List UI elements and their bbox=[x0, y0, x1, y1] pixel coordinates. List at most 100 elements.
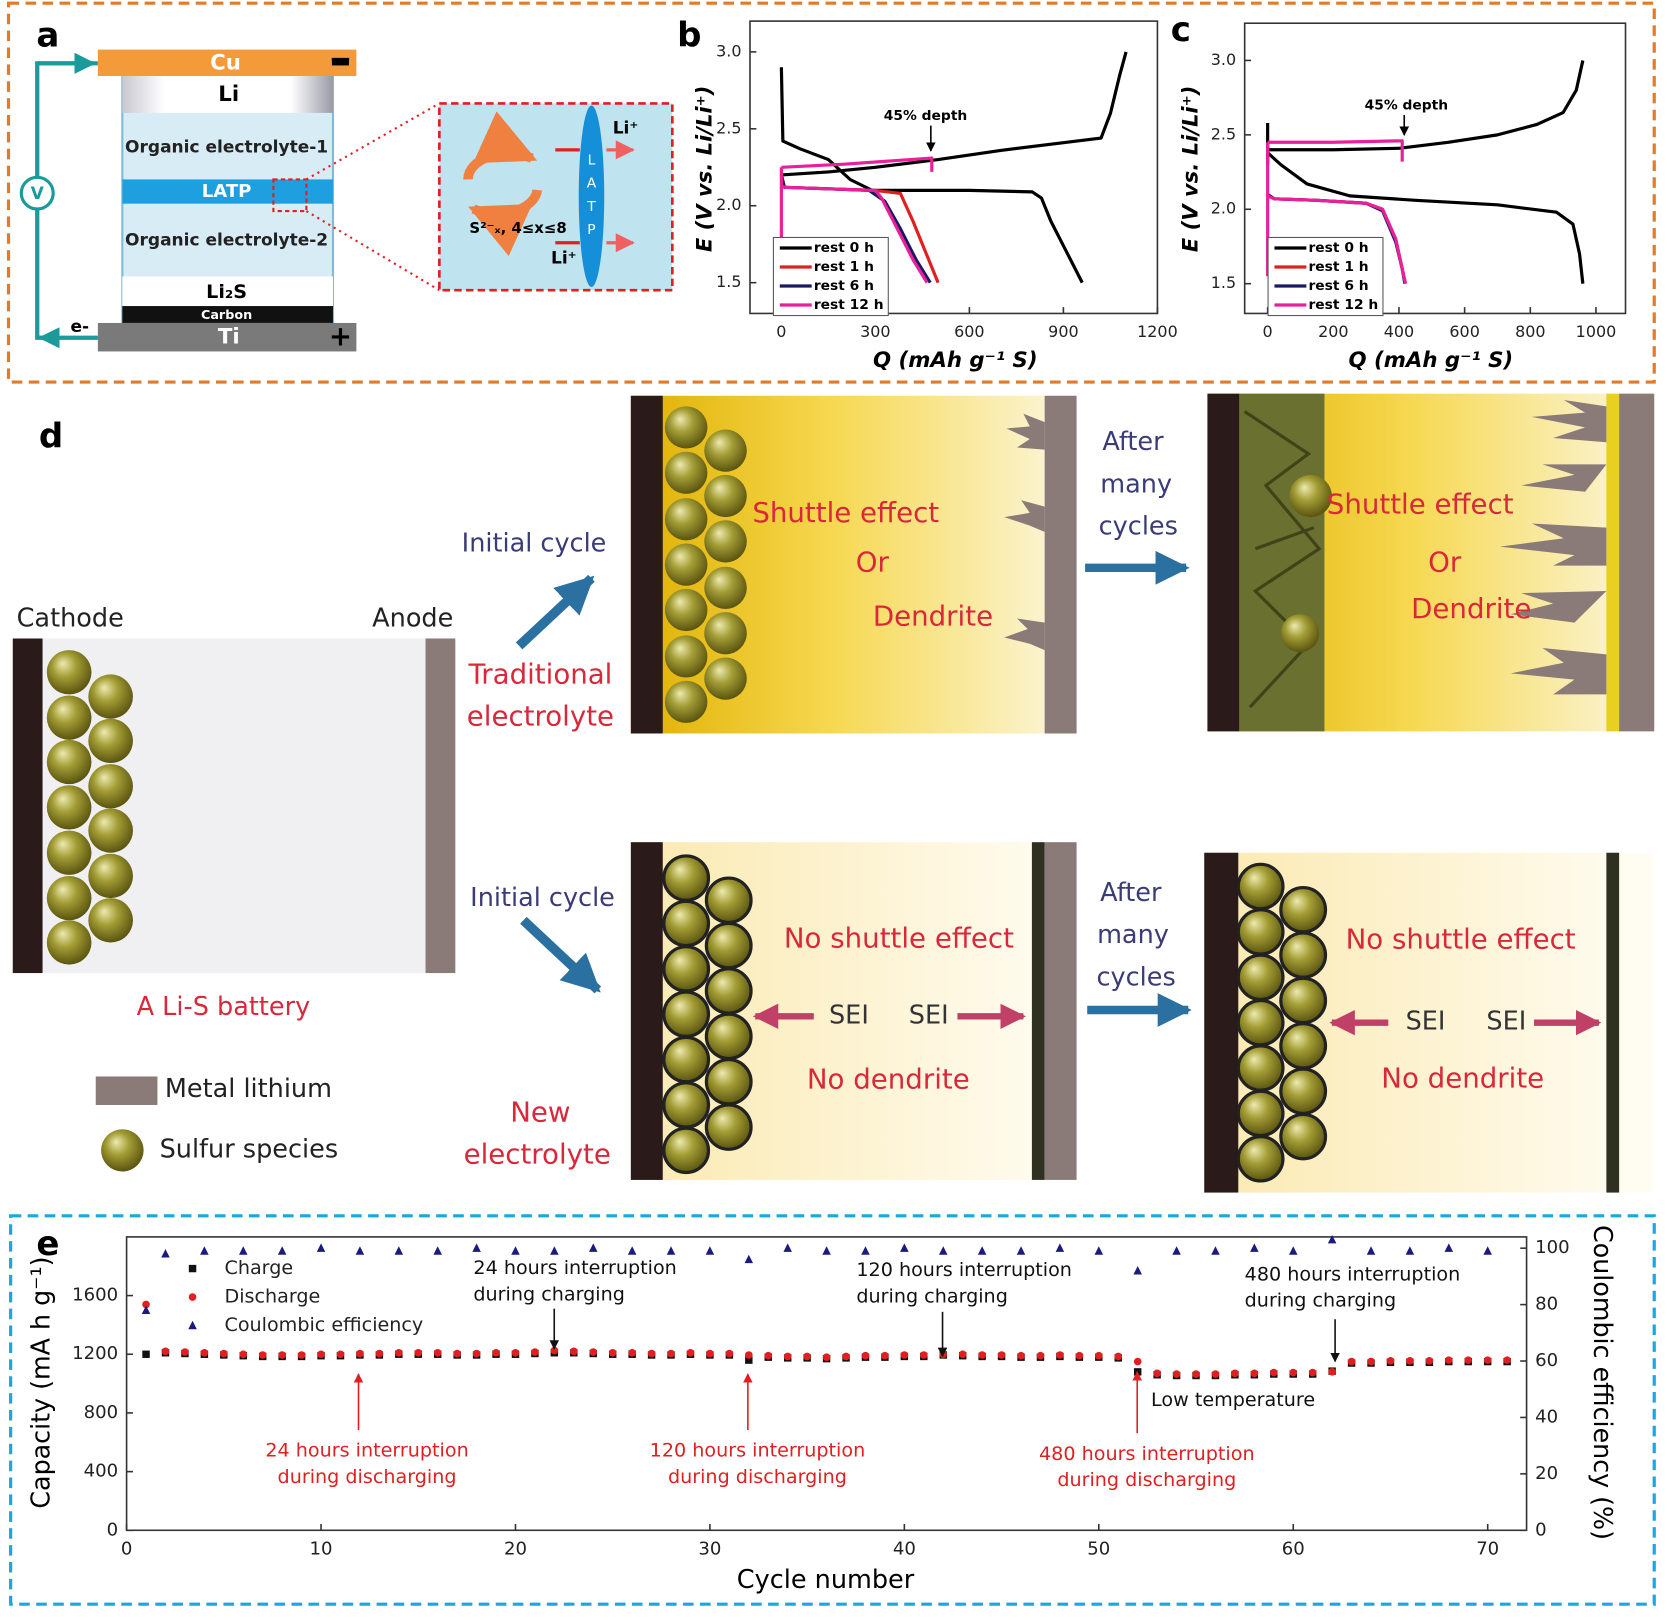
data-point bbox=[181, 1348, 189, 1356]
data-point bbox=[317, 1350, 325, 1359]
data-point bbox=[433, 1246, 442, 1255]
y-axis-title: Capacity (mA h g⁻¹) bbox=[25, 1256, 55, 1508]
data-point bbox=[1133, 1266, 1142, 1275]
data-point bbox=[861, 1351, 870, 1360]
diagram-label: A bbox=[587, 176, 597, 192]
sulfur-sphere bbox=[101, 1129, 144, 1172]
data-point bbox=[647, 1349, 656, 1358]
data-point bbox=[1133, 1357, 1142, 1366]
y2-tick-label: 40 bbox=[1535, 1406, 1558, 1427]
sulfur-sphere bbox=[704, 876, 753, 924]
data-point bbox=[803, 1352, 811, 1361]
diagram-label: cycles bbox=[1099, 511, 1178, 541]
data-point bbox=[1094, 1351, 1103, 1360]
sulfur-sphere bbox=[1236, 998, 1285, 1047]
data-point bbox=[375, 1349, 384, 1358]
sulfur-sphere bbox=[664, 498, 708, 541]
data-point bbox=[667, 1349, 675, 1358]
data-point bbox=[1211, 1246, 1220, 1255]
sulfur-sphere bbox=[704, 1012, 753, 1061]
data-point bbox=[1367, 1357, 1375, 1366]
data-point bbox=[200, 1246, 209, 1255]
sulfur-sphere bbox=[662, 899, 711, 948]
data-point bbox=[1464, 1356, 1473, 1364]
annotation: during charging bbox=[856, 1286, 1007, 1308]
diagram-label: Carbon bbox=[201, 307, 252, 322]
sulfur-sphere bbox=[46, 830, 92, 875]
diagram-label: Li⁺ bbox=[613, 118, 639, 138]
data-point bbox=[1075, 1351, 1084, 1360]
sulfur-sphere bbox=[704, 612, 747, 655]
diagram-label: + bbox=[329, 321, 352, 353]
data-point bbox=[472, 1349, 481, 1358]
data-point bbox=[1211, 1370, 1220, 1378]
data-point bbox=[783, 1352, 792, 1361]
diagram-label: Or bbox=[856, 547, 890, 579]
data-point bbox=[1444, 1356, 1453, 1364]
data-point bbox=[278, 1351, 286, 1359]
data-point bbox=[511, 1246, 520, 1255]
diagram-label: Traditional bbox=[467, 659, 612, 691]
data-point bbox=[1055, 1243, 1065, 1252]
sulfur-sphere bbox=[88, 808, 133, 853]
x-tick-label: 70 bbox=[1476, 1538, 1499, 1559]
annotation: during charging bbox=[1245, 1290, 1396, 1312]
data-point bbox=[1172, 1246, 1181, 1255]
y2-tick-label: 60 bbox=[1535, 1350, 1558, 1371]
sulfur-sphere bbox=[1279, 931, 1328, 979]
annotation: 480 hours interruption bbox=[1245, 1263, 1461, 1285]
annotation: 24 hours interruption bbox=[473, 1257, 676, 1279]
sulfur-sphere bbox=[704, 429, 747, 472]
data-point bbox=[1250, 1369, 1259, 1378]
y2-tick-label: 80 bbox=[1535, 1294, 1558, 1315]
annotation: during discharging bbox=[278, 1466, 457, 1488]
legend-box bbox=[1267, 236, 1384, 317]
data-point bbox=[258, 1351, 267, 1359]
diagram-label: − bbox=[329, 43, 352, 75]
sulfur-sphere bbox=[704, 1058, 753, 1106]
annotation: 24 hours interruption bbox=[265, 1440, 468, 1462]
data-point bbox=[900, 1351, 909, 1359]
annotation: during charging bbox=[473, 1283, 624, 1305]
y-tick-label: 800 bbox=[84, 1402, 118, 1423]
legend-box bbox=[772, 236, 889, 317]
y2-tick-label: 0 bbox=[1535, 1519, 1546, 1540]
y2-tick-label: 100 bbox=[1535, 1237, 1569, 1258]
diagram-label: e- bbox=[70, 316, 89, 336]
sulfur-sphere bbox=[1279, 1067, 1328, 1116]
sulfur-sphere bbox=[46, 650, 92, 695]
x-tick-label: 0 bbox=[776, 322, 786, 341]
sulfur-sphere bbox=[88, 674, 133, 719]
data-point bbox=[141, 1305, 151, 1314]
y-tick-label: 2.5 bbox=[716, 118, 741, 137]
diagram-label: Organic electrolyte-1 bbox=[125, 137, 328, 157]
sulfur-sphere bbox=[704, 921, 753, 970]
diagram-label: Metal lithium bbox=[165, 1073, 332, 1103]
sulfur-sphere bbox=[664, 588, 708, 632]
data-point bbox=[958, 1350, 967, 1359]
data-point bbox=[336, 1350, 345, 1359]
data-point bbox=[744, 1351, 753, 1359]
diagram-label: Shuttle effect bbox=[1327, 489, 1514, 521]
data-point bbox=[1289, 1368, 1298, 1377]
data-point bbox=[764, 1351, 773, 1360]
diagram-label: Sulfur species bbox=[160, 1133, 339, 1163]
diagram-label: New bbox=[510, 1096, 570, 1128]
data-point bbox=[977, 1246, 987, 1255]
y-tick-label: 1.5 bbox=[1211, 273, 1236, 292]
data-point bbox=[453, 1349, 461, 1358]
diagram-label: Li bbox=[218, 81, 239, 106]
x-tick-label: 20 bbox=[504, 1538, 527, 1559]
data-point bbox=[316, 1243, 326, 1252]
sulfur-sphere bbox=[88, 898, 133, 943]
y-tick-label: 400 bbox=[84, 1461, 118, 1482]
diagram-label: Or bbox=[1428, 547, 1462, 579]
data-point bbox=[1328, 1368, 1336, 1376]
annotation: during discharging bbox=[668, 1466, 847, 1488]
x-tick-label: 1000 bbox=[1576, 322, 1617, 341]
diagram-label: L bbox=[588, 152, 596, 168]
y-axis-title: E (V vs. Li/Li⁺) bbox=[691, 86, 716, 253]
y-tick-label: 3.0 bbox=[716, 41, 741, 60]
diagram-label: P bbox=[587, 222, 595, 238]
